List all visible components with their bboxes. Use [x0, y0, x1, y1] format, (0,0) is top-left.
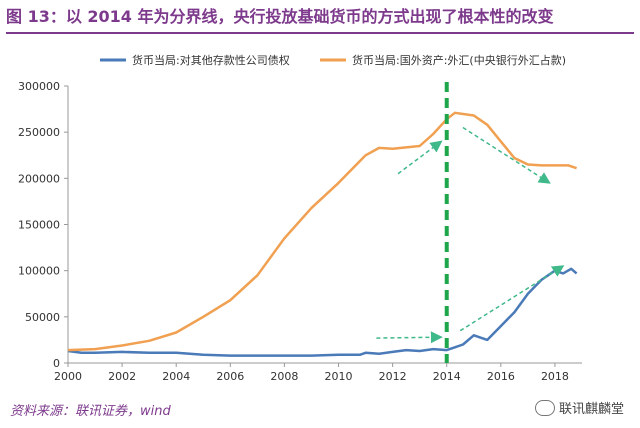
series-line-claims [67, 267, 578, 357]
x-tick-label: 2010 [325, 370, 353, 383]
trend-arrow [397, 140, 443, 175]
y-tick-label: 0 [53, 357, 60, 370]
figure-title: 图 13：以 2014 年为分界线，央行投放基础货币的方式出现了根本性的改变 [6, 4, 634, 34]
source-note: 资料来源：联讯证券，wind [10, 404, 171, 419]
x-tick-label: 2004 [162, 370, 190, 383]
series-line-fx [67, 111, 578, 352]
x-tick-label: 2018 [541, 370, 569, 383]
y-tick-label: 200000 [18, 172, 60, 185]
legend-label: 货币当局:对其他存款性公司债权 [132, 53, 290, 67]
x-tick-label: 2012 [379, 370, 407, 383]
x-tick-label: 2008 [270, 370, 298, 383]
x-tick-label: 2006 [216, 370, 244, 383]
trend-arrow [459, 265, 565, 332]
x-tick-label: 2016 [487, 370, 515, 383]
line-chart: 0 50000 100000 150000 200000 250000 300000 2000… [18, 53, 582, 383]
y-tick-label: 50000 [25, 311, 60, 324]
wechat-icon [534, 399, 555, 416]
legend-label: 货币当局:国外资产:外汇(中央银行外汇占款) [352, 53, 566, 67]
y-tick-label: 250000 [18, 126, 60, 139]
figure-title-text: 图 13：以 2014 年为分界线，央行投放基础货币的方式出现了根本性的改变 [6, 7, 554, 26]
watermark-text: 联讯麒麟堂 [558, 402, 624, 417]
y-tick-label: 100000 [18, 265, 60, 278]
x-tick-label: 2000 [54, 370, 82, 383]
watermark: 联讯麒麟堂 [534, 398, 624, 417]
y-tick-label: 150000 [18, 219, 60, 232]
y-tick-label: 300000 [18, 80, 60, 93]
x-tick-label: 2014 [433, 370, 461, 383]
trend-arrow [462, 126, 551, 184]
trend-arrow [376, 331, 443, 344]
x-tick-label: 2002 [108, 370, 136, 383]
